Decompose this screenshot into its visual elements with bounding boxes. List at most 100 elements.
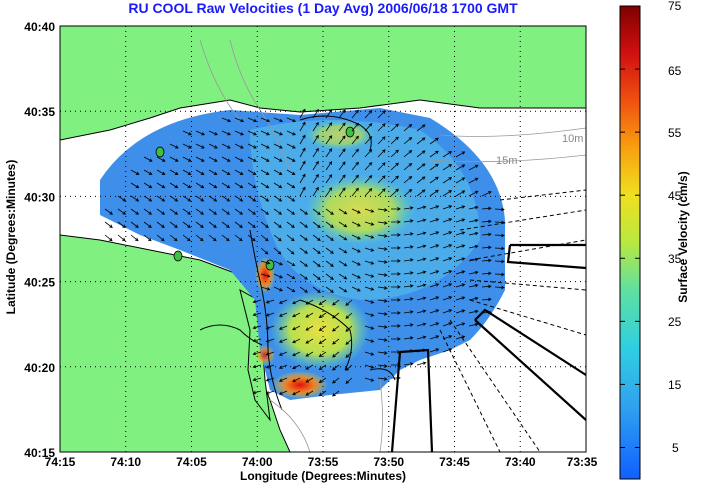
- velocity-arrow: [130, 195, 140, 202]
- velocity-arrow: [403, 123, 413, 132]
- velocity-arrow: [292, 338, 301, 344]
- velocity-arrow: [455, 309, 466, 314]
- velocity-arrow: [260, 143, 270, 149]
- x-tick-label: 74:00: [242, 455, 273, 469]
- velocity-arrow: [195, 221, 204, 228]
- velocity-arrow: [377, 286, 388, 290]
- x-tick-label: 73:45: [439, 455, 470, 469]
- velocity-arrow: [260, 117, 271, 123]
- velocity-arrow: [338, 135, 346, 145]
- velocity-arrow: [364, 208, 375, 213]
- velocity-arrow: [318, 364, 327, 370]
- depth-label-10m: 10m: [562, 133, 583, 145]
- velocity-arrow: [252, 325, 262, 330]
- velocity-arrow: [299, 121, 306, 132]
- velocity-arrow: [403, 245, 414, 249]
- y-tick-label: 40:40: [24, 20, 55, 34]
- velocity-arrow: [345, 325, 353, 332]
- velocity-arrow: [286, 273, 296, 280]
- velocity-arrow: [252, 377, 262, 382]
- velocity-arrow: [494, 272, 505, 277]
- velocity-arrow: [195, 208, 205, 215]
- velocity-arrow: [260, 182, 270, 189]
- velocity-arrow: [247, 130, 257, 136]
- velocity-arrow: [455, 151, 466, 158]
- velocity-arrow: [221, 195, 231, 202]
- velocity-arrow: [364, 234, 375, 239]
- velocity-arrow: [455, 322, 466, 327]
- velocity-arrow: [351, 286, 361, 292]
- velocity-arrow: [351, 161, 359, 171]
- velocity-arrow: [416, 205, 427, 210]
- velocity-arrow: [455, 218, 466, 223]
- velocity-arrow: [143, 182, 153, 189]
- velocity-arrow: [143, 208, 153, 215]
- velocity-arrow: [273, 130, 283, 136]
- velocity-arrow: [364, 286, 375, 291]
- velocity-arrow: [325, 286, 334, 293]
- plot-frame: [59, 25, 587, 453]
- velocity-field: [100, 108, 505, 400]
- velocity-arrow: [403, 362, 414, 366]
- velocity-arrow: [130, 234, 139, 242]
- velocity-arrow: [494, 233, 505, 238]
- velocity-arrow: [338, 221, 348, 228]
- velocity-arrow: [247, 169, 257, 175]
- velocity-arrow: [117, 221, 126, 228]
- velocity-arrow: [442, 218, 453, 223]
- colorbar-tick-label: 55: [668, 126, 682, 140]
- velocity-arrow: [286, 286, 296, 293]
- velocity-arrow: [252, 351, 262, 356]
- velocity-arrow: [182, 221, 191, 228]
- velocity-arrow: [377, 162, 386, 171]
- velocity-arrow: [247, 117, 258, 123]
- velocity-arrow: [234, 117, 245, 123]
- land-mass: [60, 26, 586, 452]
- velocity-arrow: [403, 175, 413, 184]
- velocity-arrow: [403, 149, 413, 158]
- velocity-arrow: [338, 187, 346, 197]
- velocity-arrow: [305, 325, 314, 331]
- velocity-arrow: [468, 164, 479, 171]
- velocity-arrow: [312, 221, 321, 229]
- velocity-arrow: [299, 260, 308, 267]
- velocity-arrow: [234, 143, 244, 149]
- velocity-arrow: [442, 270, 453, 275]
- velocity-arrow: [305, 338, 314, 344]
- velocity-arrow: [338, 109, 346, 119]
- velocity-arrow: [286, 169, 296, 175]
- velocity-arrow: [429, 270, 440, 275]
- velocity-arrow: [286, 130, 296, 136]
- velocity-arrow: [345, 312, 353, 319]
- velocity-arrow: [364, 325, 375, 330]
- velocity-arrow: [182, 156, 192, 162]
- velocity-arrow: [390, 220, 401, 224]
- velocity-arrow: [455, 205, 466, 210]
- velocity-arrow: [278, 390, 288, 395]
- velocity-arrow: [416, 309, 427, 314]
- velocity-arrow: [416, 270, 427, 275]
- velocity-arrow: [345, 299, 353, 306]
- velocity-arrow: [442, 322, 453, 327]
- velocity-arrow: [390, 298, 401, 302]
- velocity-arrow: [299, 108, 306, 119]
- velocity-arrow: [468, 244, 479, 249]
- velocity-arrow: [312, 234, 321, 242]
- velocity-arrow: [468, 177, 479, 184]
- velocity-arrow: [265, 325, 275, 330]
- velocity-arrow: [318, 299, 327, 305]
- velocity-arrow: [416, 137, 426, 145]
- velocity-arrow: [260, 260, 271, 265]
- velocity-arrow: [169, 195, 179, 202]
- x-tick-labels: 74:15 74:10 74:05 74:00 73:55 73:50 73:4…: [45, 455, 598, 469]
- velocity-arrow: [442, 164, 453, 171]
- velocity-arrow: [169, 182, 179, 189]
- velocity-arrow: [403, 310, 414, 314]
- velocity-arrow: [364, 260, 375, 265]
- velocity-arrow: [130, 169, 140, 175]
- velocity-arrow: [292, 351, 301, 357]
- velocity-arrow: [481, 245, 492, 250]
- colorbar-tick-label: 75: [668, 0, 682, 13]
- velocity-arrow: [299, 208, 308, 215]
- map-plot-area: 10m 15m: [60, 26, 586, 452]
